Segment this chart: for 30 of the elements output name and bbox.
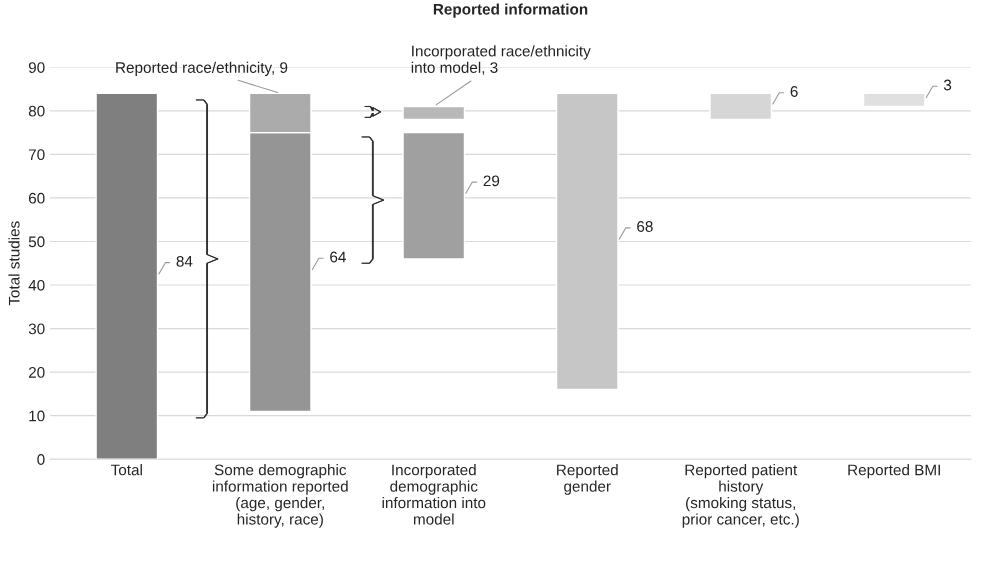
x-tick-label: Reported BMI [848, 464, 940, 479]
data-label: Incorporated race/ethnicity into model, 3 [411, 45, 591, 75]
y-tick-label: 20 [28, 366, 45, 378]
data-label: 3 [943, 79, 952, 91]
x-tick-label: Incorporated demographic information into model [382, 464, 486, 525]
bar [862, 92, 926, 108]
y-axis-title: Total studies [8, 221, 20, 306]
x-tick-label: Reported gender [557, 464, 618, 495]
chart-title: Reported information [433, 3, 588, 18]
y-tick-label: 50 [28, 236, 45, 248]
data-label: 84 [176, 255, 193, 267]
y-tick-label: 40 [28, 279, 45, 291]
bar [95, 92, 159, 460]
bar [555, 92, 619, 391]
x-tick-label: Total [111, 464, 142, 476]
data-label: 68 [637, 221, 653, 232]
y-tick-label: 60 [28, 192, 45, 204]
x-tick-label: Reported patient history (smoking status, prior cancer, etc.) [682, 464, 799, 528]
x-tick-label: Some demographic information reported (age, gender, history, race) [212, 464, 348, 528]
y-tick-label: 30 [28, 323, 45, 335]
y-tick-label: 80 [28, 105, 45, 117]
data-label: Reported race/ethnicity, 9 [116, 61, 288, 76]
y-tick-label: 10 [29, 410, 45, 422]
data-label: 6 [790, 86, 798, 97]
y-tick-label: 90 [28, 62, 45, 73]
y-tick-label: 0 [37, 454, 45, 465]
data-label: 29 [483, 175, 500, 187]
y-tick-label: 70 [28, 149, 45, 161]
bar [402, 105, 466, 121]
data-label: 64 [330, 251, 346, 263]
